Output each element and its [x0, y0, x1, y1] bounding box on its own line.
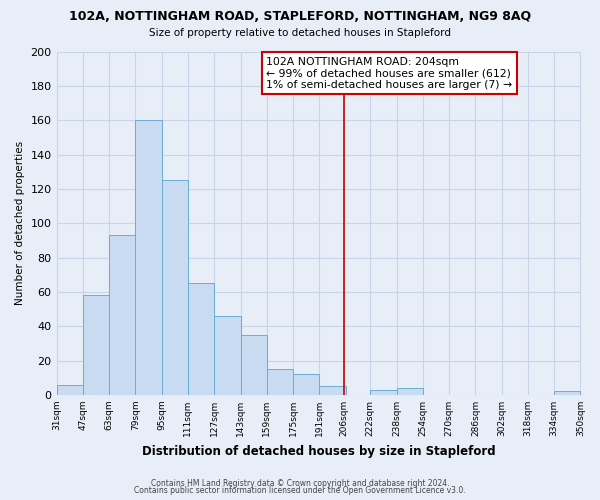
Bar [397, 388, 423, 395]
Bar [188, 284, 214, 395]
Bar [370, 390, 397, 395]
Text: Contains public sector information licensed under the Open Government Licence v3: Contains public sector information licen… [134, 486, 466, 495]
Bar [267, 369, 293, 395]
Bar [83, 296, 109, 395]
Y-axis label: Number of detached properties: Number of detached properties [15, 141, 25, 306]
Bar [293, 374, 319, 395]
Bar [56, 384, 83, 395]
Bar [161, 180, 188, 395]
X-axis label: Distribution of detached houses by size in Stapleford: Distribution of detached houses by size … [142, 444, 496, 458]
Text: 102A, NOTTINGHAM ROAD, STAPLEFORD, NOTTINGHAM, NG9 8AQ: 102A, NOTTINGHAM ROAD, STAPLEFORD, NOTTI… [69, 10, 531, 23]
Text: Contains HM Land Registry data © Crown copyright and database right 2024.: Contains HM Land Registry data © Crown c… [151, 478, 449, 488]
Bar [241, 335, 267, 395]
Bar [214, 316, 241, 395]
Bar [136, 120, 161, 395]
Bar [319, 386, 346, 395]
Bar [109, 235, 136, 395]
Text: 102A NOTTINGHAM ROAD: 204sqm
← 99% of detached houses are smaller (612)
1% of se: 102A NOTTINGHAM ROAD: 204sqm ← 99% of de… [266, 56, 512, 90]
Text: Size of property relative to detached houses in Stapleford: Size of property relative to detached ho… [149, 28, 451, 38]
Bar [554, 392, 580, 395]
